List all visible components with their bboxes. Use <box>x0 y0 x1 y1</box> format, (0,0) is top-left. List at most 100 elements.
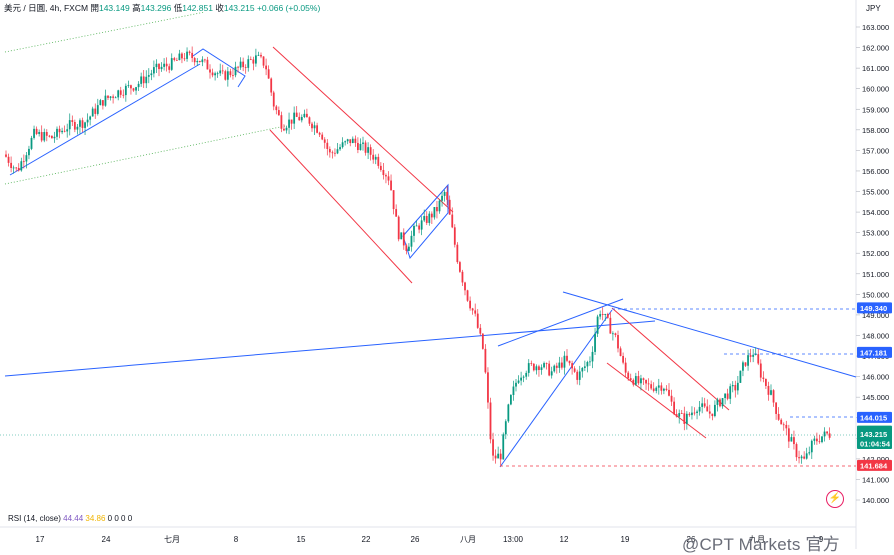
candle-body <box>685 413 688 424</box>
symbol-label[interactable]: 美元 / 日圓, 4h, FXCM <box>4 3 89 13</box>
red-descending-bottom[interactable] <box>606 362 707 439</box>
x-tick-label: 8 <box>234 535 239 544</box>
candle-body <box>237 66 239 68</box>
candle-body <box>716 399 719 405</box>
candle-body <box>408 246 410 251</box>
y-tick-label: 153.000 <box>862 229 889 238</box>
candle-body <box>678 413 681 417</box>
low-label: 低 <box>173 3 183 13</box>
currency-label[interactable]: JPY <box>866 4 881 13</box>
candle-body <box>280 115 283 129</box>
candle-body <box>341 142 344 148</box>
candle-body <box>249 59 252 61</box>
candle-body <box>196 60 199 63</box>
price-label-box <box>857 302 892 314</box>
y-tick-label: 160.000 <box>862 85 889 94</box>
candle-body <box>221 70 224 72</box>
y-tick-label: 140.000 <box>862 496 889 505</box>
blue-flag-july[interactable] <box>192 48 246 88</box>
price-label-box <box>857 428 892 440</box>
candle-body <box>193 58 196 63</box>
x-tick-label: 12 <box>560 535 569 544</box>
blue-resistance-line[interactable] <box>562 291 857 378</box>
y-tick-label: 156.000 <box>862 167 889 176</box>
candle-body <box>601 314 604 315</box>
candle-body <box>5 154 7 157</box>
candle-body <box>430 213 433 218</box>
candle-body <box>619 348 622 356</box>
red-channel-bottom[interactable] <box>269 129 413 284</box>
time-axis[interactable]: 17 24 七月 8 15 22 26 八月 13:00 12 19 26 九月 9 <box>36 535 824 544</box>
candle-body <box>507 404 510 422</box>
x-tick-label: 17 <box>36 535 45 544</box>
candle-body <box>364 142 367 153</box>
price-axis[interactable]: 140.000141.000142.000143.000144.000145.0… <box>856 23 889 505</box>
y-tick-label: 151.000 <box>862 270 889 279</box>
candle-body <box>38 132 41 134</box>
price-label-box <box>857 459 892 471</box>
blue-rally-lower[interactable] <box>499 309 613 468</box>
y-tick-label: 141.000 <box>862 475 889 484</box>
candle-body <box>530 363 533 364</box>
candle-body <box>826 431 828 434</box>
candle-body <box>525 372 528 377</box>
candlestick-series[interactable] <box>5 46 831 467</box>
candle-body <box>742 362 744 371</box>
blue-rally-upper[interactable] <box>497 298 624 347</box>
candle-body <box>688 413 691 416</box>
candle-body <box>612 333 614 335</box>
candle-body <box>821 436 823 443</box>
candle-body <box>805 453 808 459</box>
candle-body <box>721 398 724 407</box>
candle-body <box>73 121 76 130</box>
candle-body <box>762 377 765 379</box>
y-tick-label: 163.000 <box>862 23 889 32</box>
candle-body <box>66 129 69 132</box>
candle-body <box>165 63 168 67</box>
candle-body <box>334 152 336 154</box>
green-dotted-channel-top[interactable] <box>4 11 206 53</box>
candle-body <box>456 244 459 263</box>
candle-body <box>140 76 143 84</box>
candle-body <box>155 63 158 68</box>
red-channel-top[interactable] <box>272 46 454 213</box>
red-descending-top[interactable] <box>611 307 730 411</box>
candle-body <box>770 390 772 395</box>
blue-wedge[interactable] <box>402 183 449 260</box>
candle-body <box>331 152 334 154</box>
candle-body <box>163 63 165 67</box>
blue-long-trendline[interactable] <box>4 320 656 377</box>
candle-body <box>647 383 650 385</box>
candle-body <box>698 406 701 412</box>
candle-body <box>397 216 400 240</box>
candle-body <box>481 333 484 349</box>
watermark: @CPT Markets 官方 <box>682 535 840 554</box>
candle-body <box>58 128 61 133</box>
candle-body <box>158 63 160 70</box>
candle-body <box>252 59 255 64</box>
candle-body <box>754 354 757 355</box>
candle-body <box>591 351 594 362</box>
candle-body <box>660 385 663 391</box>
candle-body <box>563 355 566 368</box>
candle-body <box>201 59 204 63</box>
candle-body <box>726 393 729 399</box>
candle-body <box>267 69 270 79</box>
candle-body <box>308 117 311 124</box>
candle-body <box>561 362 563 368</box>
candle-body <box>318 132 321 135</box>
trendline-drawings[interactable] <box>0 11 857 468</box>
rsi-legend[interactable]: RSI (14, close) 44.44 34.86 0 0 0 0 <box>8 514 132 523</box>
candle-body <box>650 384 653 389</box>
candle-body <box>810 440 813 453</box>
candle-body <box>405 245 408 251</box>
candle-body <box>484 348 487 373</box>
high-value: 143.296 <box>140 3 172 13</box>
lightning-icon[interactable]: ⚡ <box>826 490 844 508</box>
candle-body <box>604 314 607 315</box>
candle-body <box>357 142 359 151</box>
candle-body <box>209 69 211 73</box>
blue-uptrend-line[interactable] <box>9 63 201 176</box>
candle-body <box>145 76 148 84</box>
